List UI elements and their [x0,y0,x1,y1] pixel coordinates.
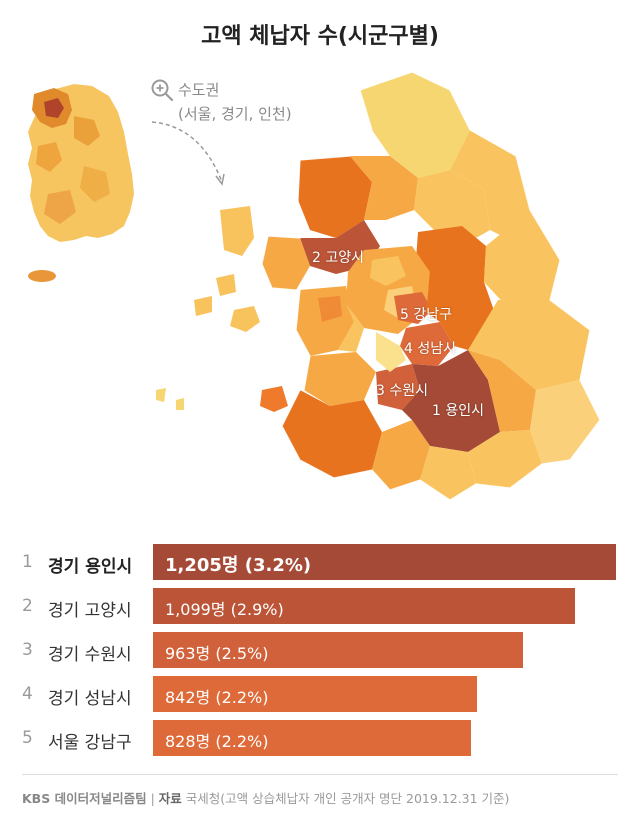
footer-divider [22,774,618,775]
map-label-yongin: 1 용인시 [432,403,484,419]
bar-rank: 1 [22,552,33,572]
map-label-suwon: 3 수원시 [376,383,428,399]
inset-caption-line2: (서울, 경기, 인천) [178,105,292,123]
map-label-seongnam: 4 성남시 [404,341,456,357]
bar-row: 1 경기 용인시 1,205명 (3.2%) [0,544,640,580]
dashed-arrow-icon [151,121,225,186]
bar: 1,205명 (3.2%) [153,544,616,580]
region-gangnam [394,292,432,324]
map-label-goyang: 2 고양시 [312,250,364,266]
bar-row: 2 경기 고양시 1,099명 (2.9%) [0,588,640,624]
korea-inset-map [28,84,134,282]
footer-source-label: 자료 [158,791,182,806]
region-hwaseong [282,390,382,478]
footer-source-text: 국세청(고액 상습체납자 개인 공개자 명단 2019.12.31 기준) [185,791,510,806]
bar-category-label: 경기 용인시 [48,557,133,577]
bar: 1,099명 (2.9%) [153,588,575,624]
bar-category-label: 경기 고양시 [48,601,132,621]
footer: KBS 데이터저널리즘팀 | 자료 국세청(고액 상습체납자 개인 공개자 명단… [22,788,509,807]
bar-value-label: 842명 (2.2%) [165,688,269,707]
region-suwon [376,364,420,410]
region-yongin [402,350,500,452]
region-northeast [360,72,470,178]
bar: 842명 (2.2%) [153,676,477,712]
bar-value-label: 1,205명 (3.2%) [165,555,312,576]
bar: 963명 (2.5%) [153,632,523,668]
bar-row: 3 경기 수원시 963명 (2.5%) [0,632,640,668]
inset-caption-line1: 수도권 [178,81,220,99]
bar-rank: 4 [22,684,33,704]
bar: 828명 (2.2%) [153,720,471,756]
footer-brand: KBS 데이터저널리즘팀 [22,791,147,806]
jeju-island [28,270,56,282]
bar-value-label: 828명 (2.2%) [165,732,269,751]
map-label-gangnam: 5 강남구 [400,307,452,323]
bar-rank: 3 [22,640,33,660]
bar-value-label: 963명 (2.5%) [165,644,269,663]
bar-row: 5 서울 강남구 828명 (2.2%) [0,720,640,756]
footer-separator: | [150,791,155,806]
inset-caption: 수도권 (서울, 경기, 인천) [178,78,292,126]
region-paju [298,156,372,238]
zoom-in-icon [151,79,174,102]
capital-area-map [156,71,601,501]
bar-chart: 1 경기 용인시 1,205명 (3.2%) 2 경기 고양시 1,099명 (2.9%)… [0,535,640,756]
island-west [220,206,254,256]
bar-rank: 5 [22,728,33,748]
bar-rank: 2 [22,596,33,616]
bar-category-label: 경기 수원시 [48,645,132,665]
bar-row: 4 경기 성남시 842명 (2.2%) [0,676,640,712]
chart-title: 고액 체납자 수(시군구별) [201,24,439,49]
bar-category-label: 경기 성남시 [48,689,132,709]
bar-category-label: 서울 강남구 [48,733,132,753]
bar-value-label: 1,099명 (2.9%) [165,600,284,619]
region-seongnam [400,322,454,366]
